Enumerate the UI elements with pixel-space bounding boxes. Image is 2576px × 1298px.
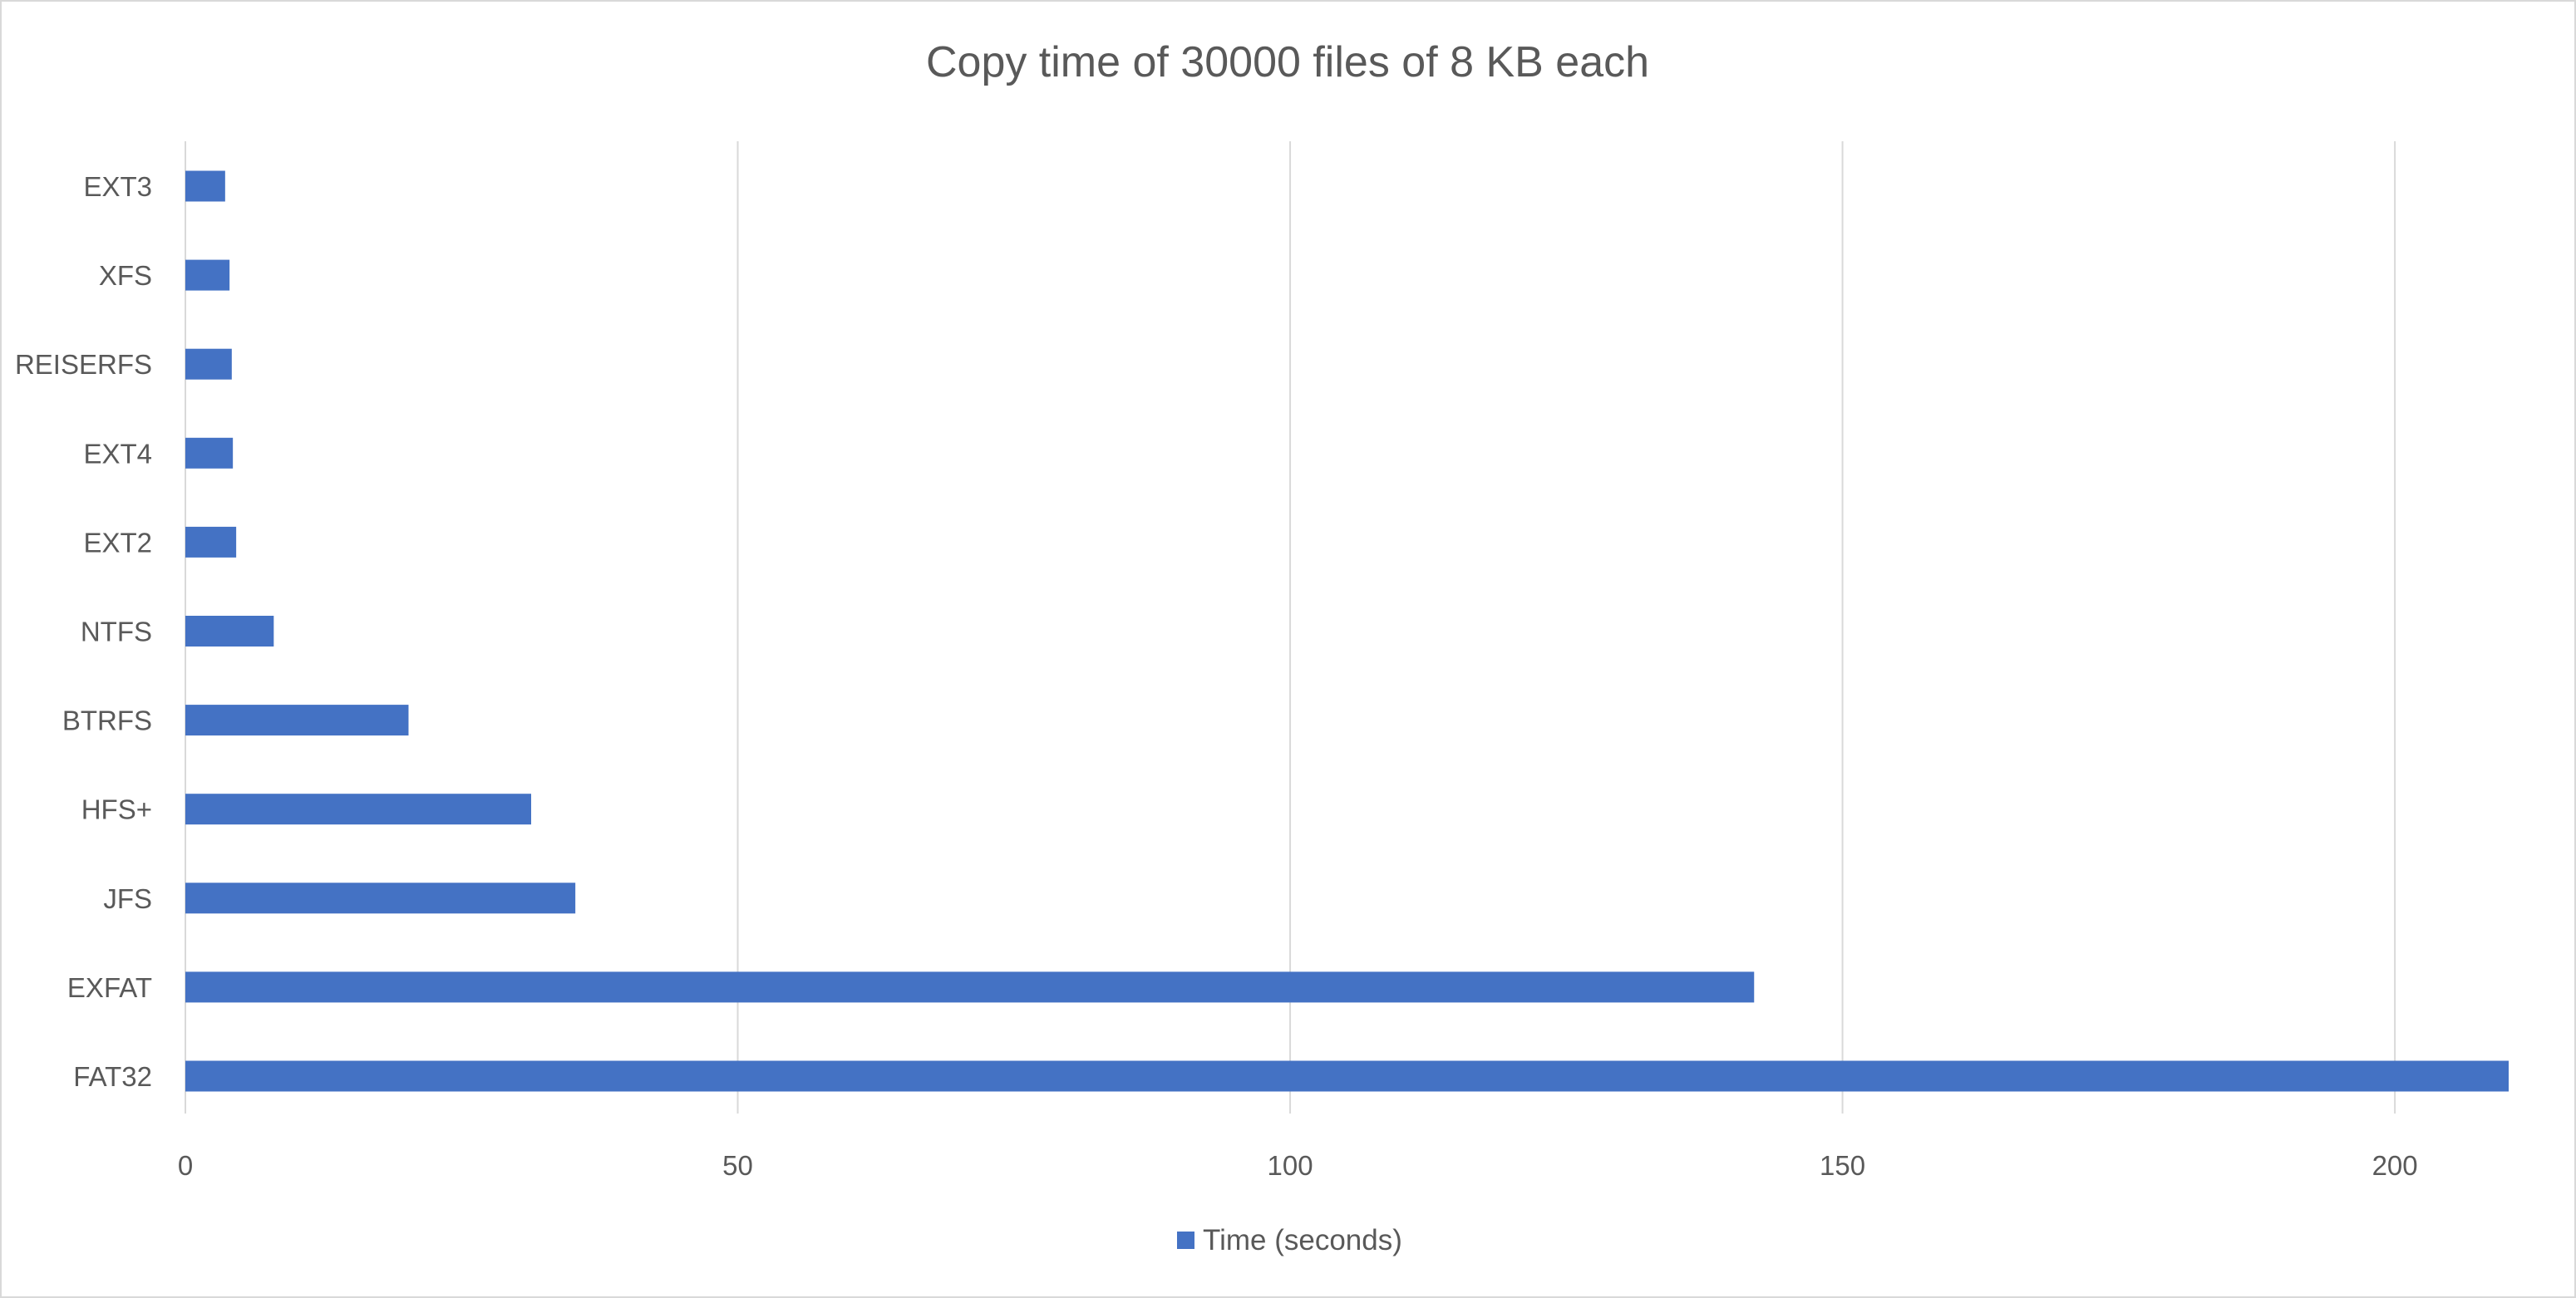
x-tick-label: 150 (1820, 1150, 1865, 1181)
category-label: FAT32 (73, 1061, 152, 1092)
legend-label: Time (seconds) (1203, 1224, 1402, 1256)
bar-hfs (185, 794, 531, 825)
chart-title: Copy time of 30000 files of 8 KB each (926, 38, 1649, 86)
bar-xfs (185, 259, 230, 291)
category-label: HFS+ (81, 794, 152, 825)
category-label: EXT2 (83, 527, 152, 558)
bar-ext3 (185, 170, 225, 202)
bar-btrfs (185, 705, 409, 736)
category-label: BTRFS (62, 706, 152, 736)
bar-fat32 (185, 1060, 2509, 1092)
bar-ntfs (185, 616, 274, 647)
x-tick-label: 0 (178, 1150, 193, 1181)
gridlines (185, 141, 2396, 1114)
bar-ext2 (185, 526, 237, 558)
bar-exfat (185, 971, 1755, 1003)
category-label: NTFS (81, 617, 152, 647)
bar-reiserfs (185, 348, 232, 380)
x-tick-labels: 0 50 100 150 200 (178, 1150, 2418, 1181)
category-label: REISERFS (15, 349, 152, 380)
category-labels: EXT3 XFS REISERFS EXT4 EXT2 NTFS BTRFS HFS+ JFS E… (15, 171, 152, 1092)
category-label: EXT4 (83, 438, 152, 469)
x-tick-label: 100 (1268, 1150, 1313, 1181)
bars (185, 170, 2509, 1092)
category-label: XFS (99, 260, 152, 291)
bar-jfs (185, 883, 576, 914)
category-label: JFS (103, 883, 152, 914)
category-label: EXT3 (83, 171, 152, 202)
category-label: EXFAT (67, 972, 152, 1003)
x-tick-label: 50 (722, 1150, 753, 1181)
legend-swatch (1177, 1232, 1194, 1249)
legend: Time (seconds) (1177, 1224, 1402, 1256)
x-tick-label: 200 (2372, 1150, 2418, 1181)
bar-ext4 (185, 437, 234, 469)
